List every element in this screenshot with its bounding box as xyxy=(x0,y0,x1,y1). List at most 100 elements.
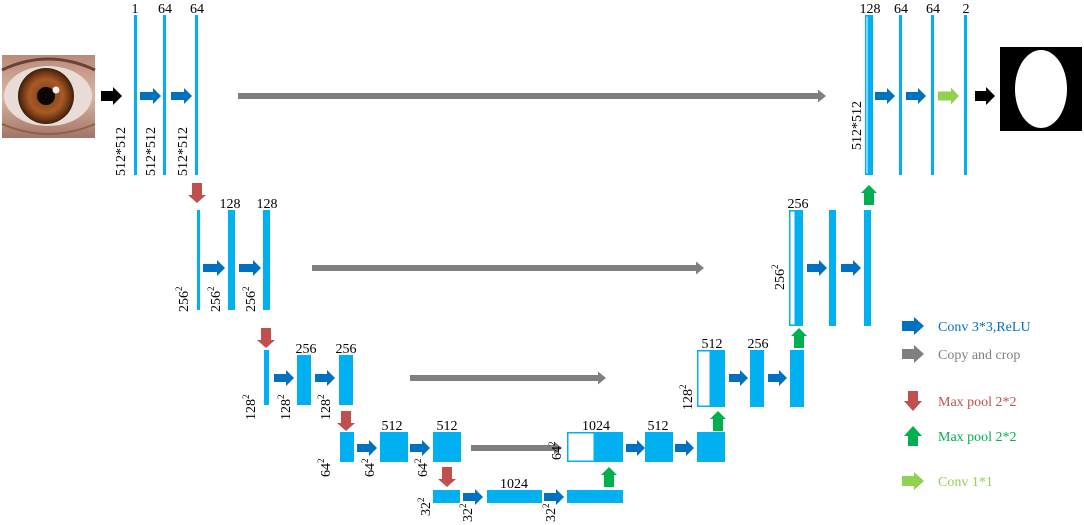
size-label-dec3: 642 xyxy=(547,441,565,460)
conv-arrow-13 xyxy=(768,370,787,386)
size-label-bottom-c: 322 xyxy=(541,503,559,522)
conv-arrow-15 xyxy=(841,260,861,276)
pool-down-arrow-icon xyxy=(904,391,922,411)
conv-arrow-0 xyxy=(140,88,161,104)
fmap-dec0-b xyxy=(899,15,902,175)
pool-up-arrow-2 xyxy=(791,328,807,348)
channel-label-enc1_b: 128 xyxy=(220,197,241,212)
feature-maps xyxy=(134,15,967,503)
channel-label-dec1_a: 256 xyxy=(788,197,809,212)
fmap-enc2-b xyxy=(297,355,311,405)
size-label-bottom-a: 322 xyxy=(416,497,434,516)
fmap-enc1-a xyxy=(197,210,200,310)
channel-label-enc3_b: 512 xyxy=(382,419,403,434)
size-label-enc1-a: 2562 xyxy=(174,286,192,312)
size-label-enc0-c: 512*512 xyxy=(176,127,191,176)
pool-up-arrow-3 xyxy=(861,185,877,205)
size-label-enc1-b: 2562 xyxy=(206,286,224,312)
size-label-enc2-a: 1282 xyxy=(241,394,259,420)
conv-arrow-3 xyxy=(239,260,261,276)
size-label-enc3-c: 642 xyxy=(413,458,431,477)
channel-label-dec3_a: 1024 xyxy=(582,419,610,434)
fmap-enc3-c xyxy=(433,432,461,462)
channel-label-dec2_a: 512 xyxy=(702,337,723,352)
fmap-dec1-c xyxy=(864,210,871,326)
channel-label-bottom: 1024 xyxy=(500,477,528,492)
size-label-dec1: 2562 xyxy=(770,264,788,290)
fmap-dec0-d xyxy=(964,15,967,175)
legend-label-1: Copy and crop xyxy=(938,348,1020,363)
channel-label-enc1_c: 128 xyxy=(257,197,278,212)
fmap-dec3-c xyxy=(697,432,725,462)
fmap-bottom-a xyxy=(433,490,460,503)
fmap-enc1-b xyxy=(228,210,235,310)
fmap-enc0-a xyxy=(134,15,137,175)
copy-arrow-level0 xyxy=(238,89,826,103)
copy-arrow-icon xyxy=(902,345,924,363)
size-label-enc2-b: 1282 xyxy=(276,394,294,420)
conv1x1-arrow-icon xyxy=(902,472,924,490)
legend-item-1: Copy and crop xyxy=(902,345,1020,363)
conv-arrow-2 xyxy=(203,260,225,276)
fmap-enc0-b xyxy=(163,15,166,175)
channel-label-enc0_c: 64 xyxy=(190,2,204,17)
channel-label-dec0_c: 64 xyxy=(926,2,940,17)
fmap-enc0-c xyxy=(195,15,198,175)
fmap-dec2-a xyxy=(711,350,725,407)
pool-up-arrow-icon xyxy=(904,426,922,446)
fmap-dec0-c xyxy=(931,15,934,175)
size-label-enc3-b: 642 xyxy=(360,458,378,477)
output-arrow xyxy=(975,87,995,105)
labels: 1 64 64 128 128 256 256 512 512 1024 1024 512 512 256… xyxy=(114,2,970,522)
conv-arrow-9 xyxy=(544,489,564,505)
fmap-dec1-b xyxy=(829,210,836,326)
fmap-dec2-b xyxy=(750,350,764,407)
conv-arrow-8 xyxy=(463,489,483,505)
pool-down-arrow-3 xyxy=(438,467,456,487)
conv-arrow-6 xyxy=(357,440,377,456)
channel-label-enc0_b: 64 xyxy=(158,2,172,17)
fmap-enc3-b xyxy=(380,432,408,462)
channel-label-enc2_b: 256 xyxy=(296,342,317,357)
conv-arrow-10 xyxy=(626,440,645,456)
conv-arrow-7 xyxy=(410,440,430,456)
fmap-enc2-a xyxy=(264,350,269,405)
size-label-enc0-a: 512*512 xyxy=(114,127,129,176)
size-label-enc3-a: 642 xyxy=(316,458,334,477)
legend-item-3: Max pool 2*2 xyxy=(904,426,1017,446)
size-label-enc0-b: 512*512 xyxy=(144,127,159,176)
fmap-enc3-a xyxy=(340,432,354,462)
channel-label-dec2_b: 256 xyxy=(748,337,769,352)
channel-label-dec0_d: 2 xyxy=(963,2,970,17)
fmap-bottom-c xyxy=(567,490,623,503)
pool-down-arrow-1 xyxy=(257,328,275,348)
channel-label-enc0_a: 1 xyxy=(132,2,139,17)
legend-item-2: Max pool 2*2 xyxy=(904,391,1017,411)
legend-label-2: Max pool 2*2 xyxy=(938,395,1017,410)
channel-label-dec0_a: 128 xyxy=(860,2,881,17)
size-label-dec0: 512*512 xyxy=(850,101,865,150)
legend-label-4: Conv 1*1 xyxy=(938,475,993,490)
conv-arrow-16 xyxy=(875,88,895,104)
size-label-enc1-c: 2562 xyxy=(241,286,259,312)
conv-arrow-12 xyxy=(729,370,748,386)
fmap-dec3-copy xyxy=(567,432,595,462)
pool-up-arrow-0 xyxy=(601,467,617,487)
input-eye-image xyxy=(1,55,96,138)
input-arrow xyxy=(101,87,122,105)
pool-down-arrow-2 xyxy=(337,411,355,431)
fmap-dec2-copy xyxy=(697,350,711,407)
size-label-dec2: 1282 xyxy=(678,384,696,410)
channel-label-dec0_b: 64 xyxy=(894,2,908,17)
conv-arrow-14 xyxy=(807,260,827,276)
conv-arrow-17 xyxy=(906,88,926,104)
legend-label-3: Max pool 2*2 xyxy=(938,430,1017,445)
conv1x1-arrow xyxy=(938,87,959,105)
copy-arrow-level1 xyxy=(312,261,704,275)
conv-arrow-1 xyxy=(171,88,192,104)
pool-up-arrow-1 xyxy=(710,411,726,431)
copy-arrow-level2 xyxy=(410,371,606,385)
legend-item-0: Conv 3*3,ReLU xyxy=(902,317,1031,335)
conv-arrow-11 xyxy=(675,440,694,456)
